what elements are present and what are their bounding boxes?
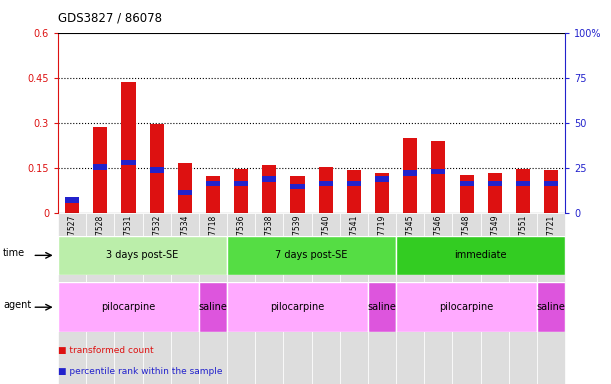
Text: 7 days post-SE: 7 days post-SE — [276, 250, 348, 260]
Bar — [488, 180, 502, 186]
FancyBboxPatch shape — [396, 213, 424, 384]
Bar — [403, 138, 417, 213]
FancyBboxPatch shape — [114, 213, 142, 384]
Bar — [537, 282, 565, 332]
FancyBboxPatch shape — [340, 213, 368, 384]
Bar — [431, 141, 445, 213]
Bar — [368, 282, 396, 332]
Bar — [544, 180, 558, 186]
Text: 3 days post-SE: 3 days post-SE — [106, 250, 178, 260]
Bar — [206, 175, 220, 213]
Bar — [227, 236, 396, 275]
Text: saline: saline — [536, 302, 566, 312]
Bar — [290, 175, 304, 213]
FancyBboxPatch shape — [170, 213, 199, 384]
Bar — [199, 282, 227, 332]
FancyBboxPatch shape — [509, 213, 537, 384]
Bar — [178, 164, 192, 213]
Bar — [319, 167, 333, 213]
Bar — [122, 82, 136, 213]
Bar — [122, 160, 136, 165]
Bar — [396, 282, 537, 332]
Bar — [375, 176, 389, 182]
Text: saline: saline — [199, 302, 227, 312]
Bar — [262, 165, 276, 213]
Text: time: time — [3, 248, 25, 258]
Text: pilocarpine: pilocarpine — [271, 302, 324, 312]
Bar — [319, 180, 333, 186]
Bar — [234, 180, 248, 186]
Bar — [178, 190, 192, 195]
Bar — [234, 169, 248, 213]
FancyBboxPatch shape — [284, 213, 312, 384]
Bar — [206, 180, 220, 186]
FancyBboxPatch shape — [453, 213, 481, 384]
Bar — [58, 236, 227, 275]
Bar — [516, 180, 530, 186]
FancyBboxPatch shape — [481, 213, 509, 384]
Bar — [93, 127, 108, 213]
Bar — [459, 180, 474, 186]
Bar — [403, 170, 417, 175]
Bar — [93, 164, 108, 169]
Text: ■ percentile rank within the sample: ■ percentile rank within the sample — [58, 367, 222, 376]
Text: pilocarpine: pilocarpine — [439, 302, 494, 312]
Bar — [65, 197, 79, 203]
Bar — [459, 175, 474, 213]
Bar — [375, 172, 389, 213]
Text: immediate: immediate — [455, 250, 507, 260]
Bar — [431, 169, 445, 174]
Text: agent: agent — [3, 300, 31, 310]
Bar — [227, 282, 368, 332]
Bar — [516, 169, 530, 213]
FancyBboxPatch shape — [58, 213, 86, 384]
FancyBboxPatch shape — [227, 213, 255, 384]
Bar — [290, 184, 304, 189]
Bar — [347, 170, 361, 213]
FancyBboxPatch shape — [255, 213, 284, 384]
FancyBboxPatch shape — [142, 213, 170, 384]
Bar — [150, 124, 164, 213]
Text: pilocarpine: pilocarpine — [101, 302, 156, 312]
Bar — [488, 172, 502, 213]
Bar — [262, 176, 276, 182]
Text: saline: saline — [368, 302, 397, 312]
Bar — [58, 282, 199, 332]
Bar — [396, 236, 565, 275]
Bar — [65, 197, 79, 213]
FancyBboxPatch shape — [368, 213, 396, 384]
FancyBboxPatch shape — [537, 213, 565, 384]
Bar — [544, 169, 558, 213]
Bar — [347, 180, 361, 186]
FancyBboxPatch shape — [424, 213, 453, 384]
FancyBboxPatch shape — [312, 213, 340, 384]
Text: ■ transformed count: ■ transformed count — [58, 346, 154, 355]
Text: GDS3827 / 86078: GDS3827 / 86078 — [58, 12, 162, 25]
FancyBboxPatch shape — [86, 213, 114, 384]
FancyBboxPatch shape — [199, 213, 227, 384]
Bar — [150, 167, 164, 172]
